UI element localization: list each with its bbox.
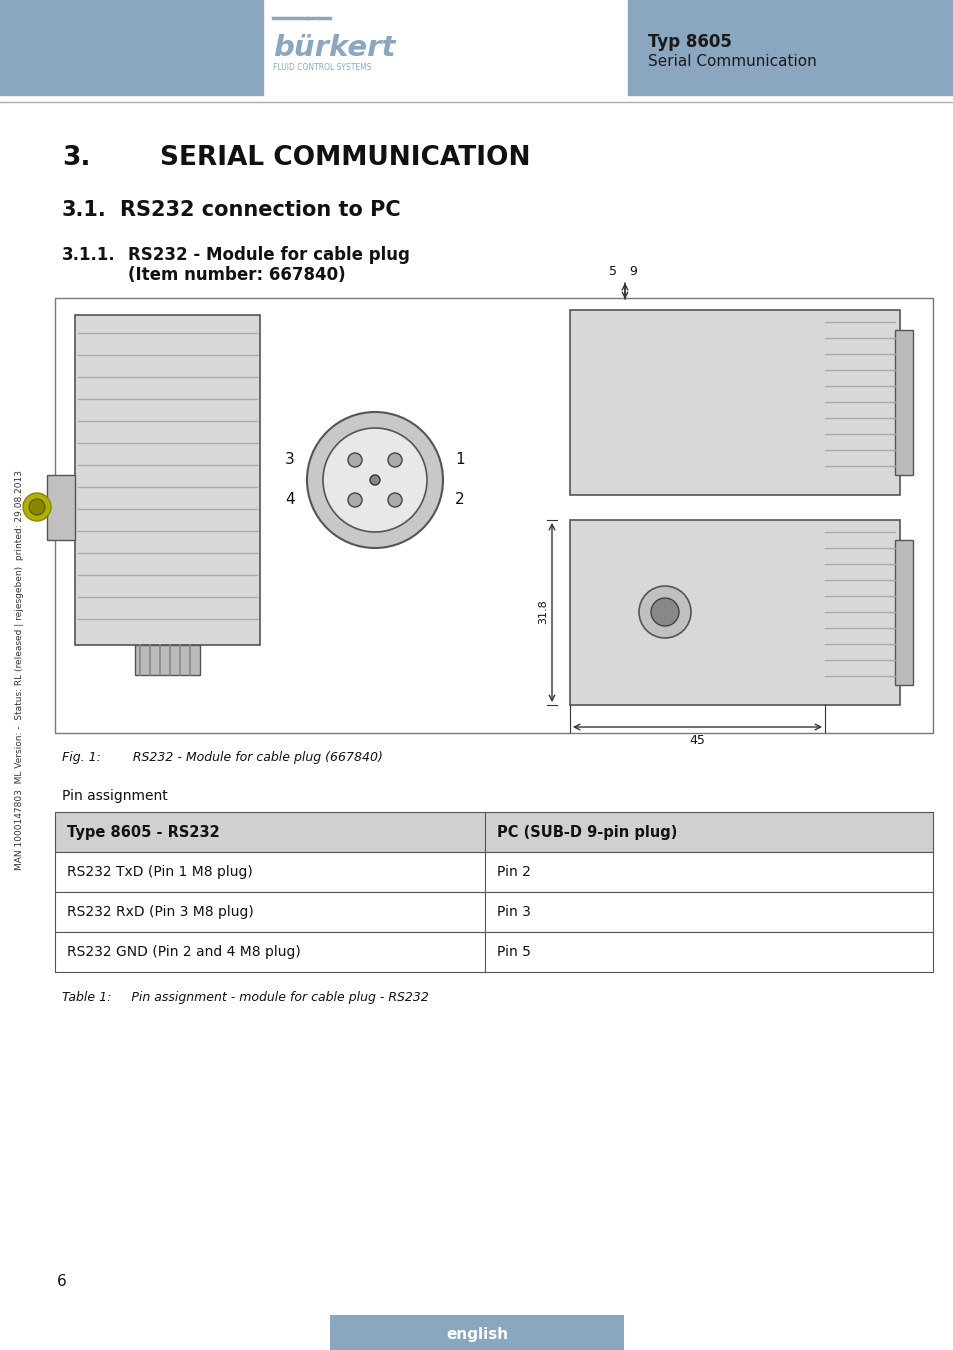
Text: 9: 9: [628, 265, 637, 278]
Text: Fig. 1:        RS232 - Module for cable plug (667840): Fig. 1: RS232 - Module for cable plug (6…: [62, 752, 382, 764]
Circle shape: [29, 500, 45, 514]
Bar: [894, 540, 912, 684]
Text: RS232 connection to PC: RS232 connection to PC: [120, 200, 400, 220]
Text: Type 8605 - RS232: Type 8605 - RS232: [67, 825, 219, 840]
Text: RS232 RxD (Pin 3 M8 plug): RS232 RxD (Pin 3 M8 plug): [67, 904, 253, 919]
Circle shape: [348, 454, 361, 467]
Text: 4: 4: [285, 493, 294, 508]
Text: 3.: 3.: [62, 144, 91, 171]
Text: Typ 8605: Typ 8605: [647, 32, 731, 51]
Text: 31.8: 31.8: [537, 599, 547, 624]
Text: 3.1.: 3.1.: [62, 200, 107, 220]
Bar: [75, 315, 260, 645]
Circle shape: [388, 454, 401, 467]
Bar: [55, 892, 932, 931]
Circle shape: [388, 493, 401, 508]
Bar: [55, 931, 932, 972]
Circle shape: [639, 586, 690, 639]
Text: RS232 TxD (Pin 1 M8 plug): RS232 TxD (Pin 1 M8 plug): [67, 865, 253, 879]
Text: 3: 3: [285, 452, 294, 467]
Bar: [894, 329, 912, 475]
Text: Pin 2: Pin 2: [497, 865, 530, 879]
Text: 3.1.1.: 3.1.1.: [62, 246, 115, 265]
Text: bürkert: bürkert: [273, 34, 395, 62]
Bar: [569, 310, 899, 495]
Circle shape: [323, 428, 427, 532]
Circle shape: [307, 412, 442, 548]
Text: Pin 5: Pin 5: [497, 945, 530, 958]
Text: FLUID CONTROL SYSTEMS: FLUID CONTROL SYSTEMS: [273, 63, 371, 73]
Text: 1: 1: [455, 452, 464, 467]
Circle shape: [370, 475, 379, 485]
Text: SERIAL COMMUNICATION: SERIAL COMMUNICATION: [160, 144, 530, 171]
Text: english: english: [445, 1327, 508, 1342]
Text: 2: 2: [455, 493, 464, 508]
Bar: [627, 0, 953, 95]
Text: PC (SUB-D 9-pin plug): PC (SUB-D 9-pin plug): [497, 825, 677, 840]
Text: 6: 6: [57, 1274, 67, 1289]
Bar: [55, 811, 932, 852]
Bar: [0, 0, 263, 95]
Text: 5: 5: [608, 265, 617, 278]
Bar: [135, 645, 200, 675]
Text: (Item number: 667840): (Item number: 667840): [128, 266, 345, 283]
Text: RS232 - Module for cable plug: RS232 - Module for cable plug: [128, 246, 410, 265]
Circle shape: [650, 598, 679, 626]
Text: Table 1:     Pin assignment - module for cable plug - RS232: Table 1: Pin assignment - module for cab…: [62, 991, 429, 1003]
Text: 45: 45: [689, 734, 704, 748]
Text: RS232 GND (Pin 2 and 4 M8 plug): RS232 GND (Pin 2 and 4 M8 plug): [67, 945, 300, 958]
Bar: [55, 298, 932, 733]
Circle shape: [23, 493, 51, 521]
Text: Pin 3: Pin 3: [497, 904, 530, 919]
Circle shape: [348, 493, 361, 508]
Text: Pin assignment: Pin assignment: [62, 788, 168, 803]
Text: Serial Communication: Serial Communication: [647, 54, 816, 69]
Bar: [330, 1315, 623, 1350]
Bar: [55, 852, 932, 892]
Bar: [569, 520, 899, 705]
Text: MAN 1000147803  ML Version: -  Status: RL (released | rejesgeben)  printed: 29.0: MAN 1000147803 ML Version: - Status: RL …: [15, 470, 25, 869]
Bar: [47, 475, 75, 540]
